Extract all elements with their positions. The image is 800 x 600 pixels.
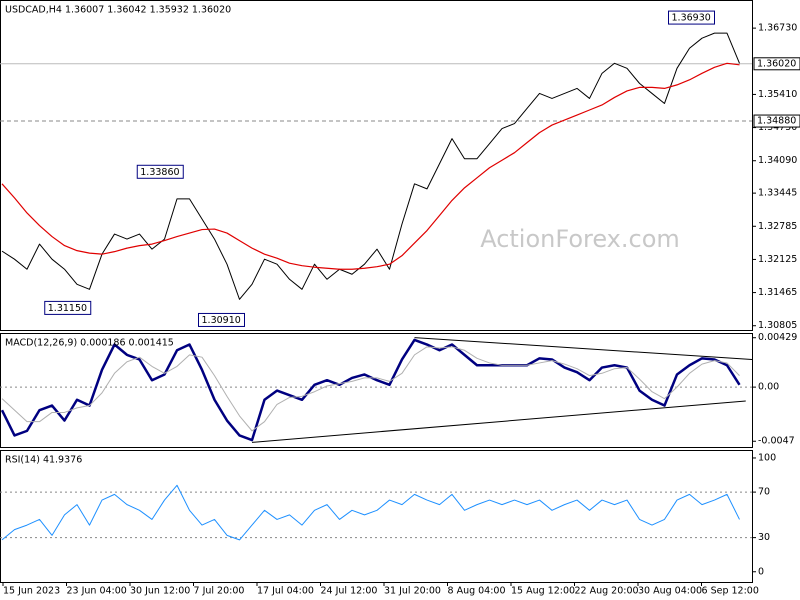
panel-title: MACD(12,26,9) 0.000186 0.001415 (5, 338, 174, 349)
annotation-box (198, 312, 245, 327)
y-tick-label: 1.33445 (758, 188, 797, 199)
price-label-box (753, 57, 800, 71)
x-tick-label: 22 Aug 20:00 (575, 586, 639, 597)
x-tick-label: 30 Jun 12:00 (130, 586, 190, 597)
x-tick-label: 8 Aug 04:00 (448, 586, 506, 597)
annotation-box (44, 300, 92, 315)
y-tick-label: 100 (758, 452, 776, 463)
panel-frame (0, 450, 753, 583)
panel-title: USDCAD,H4 1.36007 1.36042 1.35932 1.3602… (5, 5, 231, 16)
annotation-label: 1.30910 (202, 315, 241, 326)
y-tick-label: 0 (758, 566, 764, 577)
annotation-label: 1.33860 (140, 167, 179, 178)
y-tick-label: 1.31465 (758, 287, 797, 298)
y-tick-label: 1.32125 (758, 254, 797, 265)
price-label: 1.36020 (757, 58, 796, 69)
y-tick-label: 1.32785 (758, 221, 797, 232)
x-tick-label: 30 Aug 04:00 (638, 586, 702, 597)
y-tick-label: 70 (758, 487, 770, 498)
y-tick-label: 1.36730 (758, 23, 797, 34)
series-line (1, 346, 740, 432)
x-tick-label: 23 Jun 04:00 (67, 586, 127, 597)
x-tick-label: 31 Jul 20:00 (384, 586, 441, 597)
panel-frame (0, 0, 753, 331)
panel-frame (0, 333, 753, 448)
y-tick-label: 1.35410 (758, 89, 797, 100)
y-tick-label: 1.30805 (758, 320, 797, 331)
panel-title: RSI(14) 41.9376 (5, 455, 82, 466)
x-tick-label: 24 Jul 12:00 (321, 586, 378, 597)
annotation-label: 1.31150 (48, 303, 87, 314)
y-tick-label: 1.34750 (758, 122, 797, 133)
y-tick-label: -0.0047 (758, 436, 795, 447)
watermark: ActionForex.com (480, 225, 680, 253)
y-tick-label: 1.34090 (758, 155, 797, 166)
x-tick-label: 15 Aug 12:00 (511, 586, 575, 597)
x-tick-label: 6 Sep 12:00 (702, 586, 759, 597)
y-tick-label: 0.00 (758, 382, 779, 393)
annotation-box (136, 164, 184, 179)
trendline (414, 337, 753, 360)
x-tick-label: 15 Jun 2023 (3, 586, 60, 597)
y-tick-label: 0.00429 (758, 332, 797, 343)
series-line (1, 62, 740, 270)
x-tick-label: 7 Jul 20:00 (194, 586, 245, 597)
annotation-box (668, 10, 715, 25)
series-line (1, 32, 740, 300)
x-tick-label: 17 Jul 04:00 (257, 586, 314, 597)
series-line (1, 484, 740, 541)
price-label: 1.34880 (757, 116, 796, 127)
annotation-label: 1.36930 (672, 13, 711, 24)
price-label-box (753, 114, 800, 128)
y-tick-label: 30 (758, 532, 770, 543)
trendline (251, 400, 746, 443)
series-line (0, 338, 741, 442)
